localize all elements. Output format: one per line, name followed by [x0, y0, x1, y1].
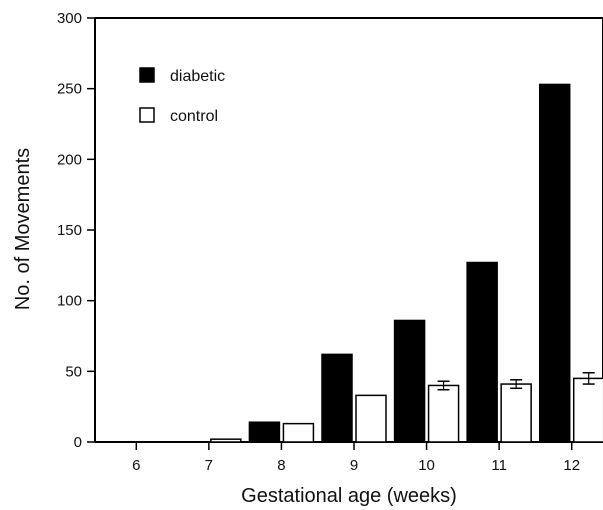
y-tick-label: 250: [57, 81, 82, 98]
legend-label-diabetic: diabetic: [170, 68, 225, 85]
x-tick-label: 6: [132, 457, 140, 474]
x-tick-label: 12: [563, 457, 580, 474]
bar-control-10: [427, 384, 460, 443]
bar-diabetic-10: [393, 319, 426, 443]
bar-control-12: [572, 377, 603, 443]
legend-label-control: control: [170, 108, 218, 125]
x-axis-title: Gestational age (weeks): [241, 485, 457, 507]
y-tick-label: 200: [57, 151, 82, 168]
bar-control-7: [210, 438, 242, 443]
bar-diabetic-11: [466, 261, 498, 443]
bar-control-8: [282, 422, 315, 443]
bar-diabetic-8: [248, 421, 281, 443]
legend-swatch-diabetic: [139, 67, 155, 83]
x-tick-label: 10: [418, 457, 435, 474]
bar-control-11: [500, 383, 532, 443]
y-axis-title: No. of Movements: [12, 148, 34, 310]
y-tick-label: 300: [57, 10, 82, 27]
y-tick-label: 0: [74, 434, 82, 451]
bar-control-9: [355, 394, 387, 443]
legend: diabetic control: [139, 67, 225, 125]
legend-swatch-control: [139, 107, 155, 123]
bar-diabetic-12: [538, 83, 571, 443]
x-tick-label: 7: [205, 457, 213, 474]
x-tick-label: 9: [350, 457, 358, 474]
y-tick-label: 50: [65, 363, 82, 380]
bars: [210, 83, 603, 443]
bar-diabetic-9: [321, 353, 353, 443]
x-tick-label: 8: [277, 457, 285, 474]
x-tick-label: 11: [491, 457, 507, 474]
axes: 0 50 100 150 200 250 300 6 7 8 9 10 11 12: [57, 10, 603, 474]
y-tick-label: 150: [57, 222, 82, 239]
y-tick-label: 100: [57, 293, 82, 310]
